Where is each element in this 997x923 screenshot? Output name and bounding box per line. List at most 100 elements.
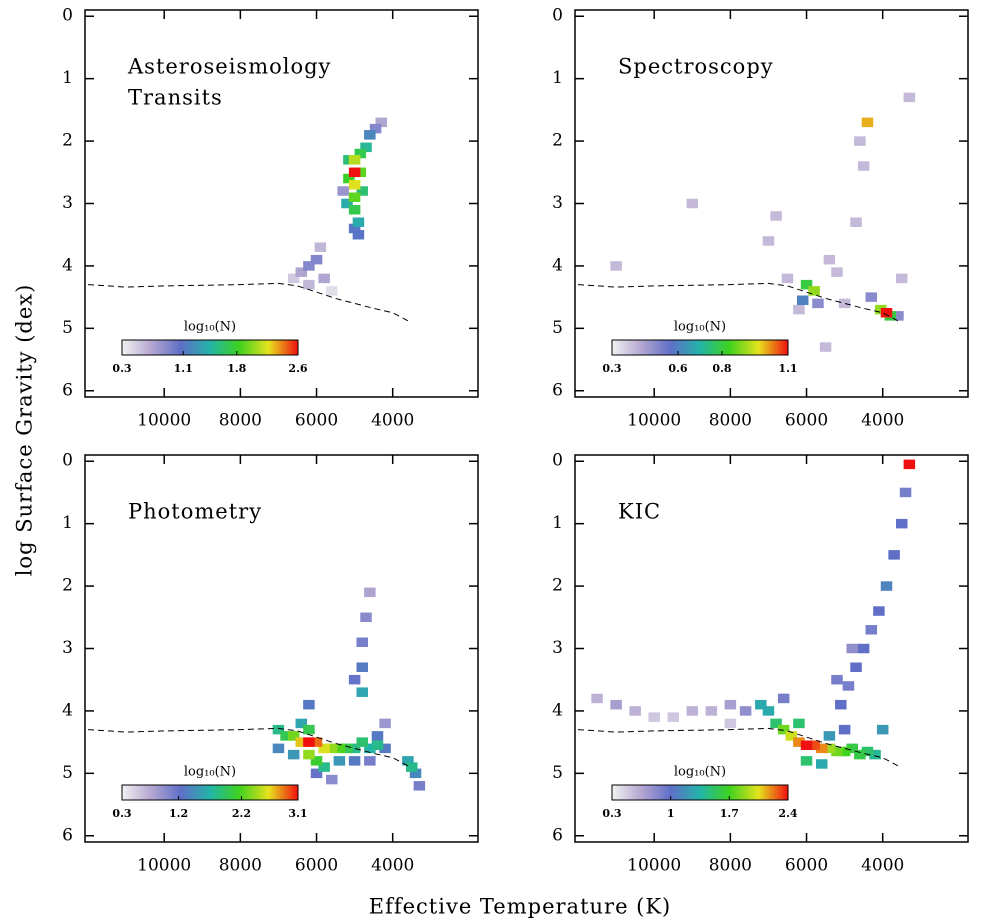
- density-cell: [793, 718, 805, 729]
- density-cell: [770, 718, 782, 729]
- y-tick-label: 5: [62, 763, 73, 783]
- colorbar: [121, 784, 299, 801]
- density-cell: [831, 746, 843, 757]
- density-cell: [823, 254, 836, 265]
- y-tick-label: 0: [552, 6, 563, 26]
- density-cell: [318, 743, 330, 754]
- density-cell: [816, 743, 828, 754]
- density-cell: [348, 155, 361, 165]
- density-cell: [356, 662, 368, 672]
- colorbar-tick-label: 2.2: [232, 807, 251, 820]
- y-tick-label: 3: [62, 193, 73, 213]
- density-cell: [903, 459, 916, 470]
- density-cell: [869, 749, 881, 760]
- density-cell: [356, 687, 368, 697]
- density-cell: [724, 718, 737, 729]
- density-cell: [850, 217, 862, 227]
- y-tick-label: 0: [62, 6, 73, 26]
- density-cell: [371, 731, 384, 741]
- colorbar-tick-label: 1.8: [227, 362, 246, 375]
- density-cell: [777, 724, 790, 735]
- density-cell: [724, 699, 737, 710]
- density-cell: [796, 295, 809, 305]
- density-cell: [846, 643, 858, 654]
- y-tick-label: 2: [552, 576, 563, 596]
- y-tick-label: 3: [62, 638, 73, 658]
- colorbar-tick-label: 0.3: [602, 807, 621, 820]
- density-cell: [272, 724, 285, 735]
- density-cell: [326, 774, 338, 785]
- density-cell: [341, 743, 353, 754]
- colorbar-tick-label: 1: [667, 807, 675, 820]
- density-cell: [356, 186, 368, 196]
- colorbar-tick-label: 2.6: [288, 362, 307, 375]
- density-cell: [295, 718, 308, 729]
- density-cell: [364, 756, 376, 766]
- density-cell: [850, 662, 862, 672]
- density-cell: [785, 731, 798, 741]
- density-cell: [800, 740, 813, 750]
- density-cell: [287, 273, 300, 284]
- density-cell: [838, 724, 851, 735]
- x-tick-label: 10000: [627, 411, 681, 431]
- x-tick-label: 6000: [295, 856, 338, 876]
- density-cell: [348, 674, 361, 685]
- density-cell: [667, 712, 679, 722]
- x-tick-label: 8000: [219, 411, 262, 431]
- colorbar-tick-label: 0.3: [112, 362, 131, 375]
- density-cell: [303, 749, 315, 760]
- density-cell: [413, 781, 426, 791]
- y-tick-label: 1: [552, 513, 563, 533]
- density-cell: [838, 746, 851, 757]
- density-cell: [880, 307, 893, 318]
- main-sequence-curve: [87, 282, 409, 322]
- density-cell: [409, 768, 422, 779]
- density-cell: [762, 706, 775, 716]
- x-tick-label: 4000: [371, 411, 414, 431]
- y-axis-label: log Surface Gravity (dex): [13, 284, 37, 577]
- density-cell: [857, 643, 870, 654]
- density-cell: [379, 718, 391, 729]
- density-cell: [793, 737, 805, 747]
- density-cell: [823, 731, 836, 741]
- density-cell: [318, 762, 330, 772]
- density-cell: [303, 261, 315, 271]
- density-cell: [800, 756, 813, 766]
- density-cell: [280, 731, 292, 741]
- colorbar-tick-label: 1.1: [174, 362, 193, 375]
- x-tick-label: 6000: [785, 411, 828, 431]
- density-cell: [295, 737, 308, 747]
- colorbar-tick-label: 2.4: [778, 807, 797, 820]
- colorbar-tick-label: 3.1: [288, 807, 307, 820]
- density-cell: [770, 211, 782, 221]
- colorbar-tick-label: 1.2: [169, 807, 188, 820]
- density-cell: [348, 167, 361, 178]
- colorbar-tick-label: 1.7: [720, 807, 739, 820]
- x-tick-label: 8000: [709, 856, 752, 876]
- y-tick-label: 5: [552, 763, 563, 783]
- y-tick-label: 1: [62, 68, 73, 88]
- density-cell: [352, 217, 365, 227]
- density-cell: [895, 273, 908, 284]
- y-tick-label: 2: [62, 576, 73, 596]
- density-cell: [873, 606, 885, 616]
- density-cell: [899, 487, 912, 498]
- y-tick-label: 2: [552, 131, 563, 151]
- density-cell: [326, 286, 338, 296]
- density-cell: [903, 92, 916, 103]
- density-cell: [831, 674, 843, 685]
- density-cell: [352, 229, 365, 240]
- colorbar: [611, 339, 789, 356]
- y-tick-label: 3: [552, 638, 563, 658]
- density-cell: [348, 743, 361, 754]
- x-tick-label: 6000: [295, 411, 338, 431]
- colorbar-tick-label: 1.1: [778, 362, 797, 375]
- density-cell: [348, 180, 361, 190]
- panel-title: KIC: [618, 500, 661, 524]
- colorbar-tick-label: 0.3: [112, 807, 131, 820]
- density-cell: [333, 743, 346, 754]
- panel: 10000 8000 6000 4000 0 1 2 3 4 5 6 Spectroscopy log₁…: [552, 6, 969, 431]
- y-tick-label: 4: [62, 255, 73, 275]
- density-cell: [326, 743, 338, 754]
- density-cell: [823, 743, 836, 754]
